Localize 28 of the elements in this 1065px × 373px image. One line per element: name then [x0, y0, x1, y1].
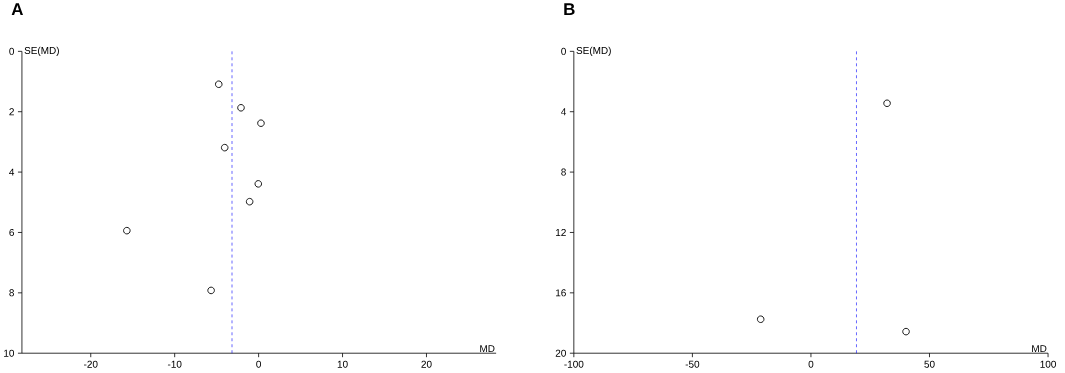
x-tick-label: 0 — [256, 360, 261, 368]
y-tick-label: 10 — [4, 349, 15, 357]
y-axis-title: SE(MD) — [576, 46, 611, 56]
x-tick-label: 20 — [421, 360, 432, 368]
x-tick-label: 50 — [924, 360, 935, 368]
y-tick-label: 4 — [561, 108, 567, 116]
y-tick-label: 6 — [9, 228, 14, 236]
y-axis-title: SE(MD) — [24, 46, 59, 56]
y-tick-label: 8 — [9, 289, 14, 297]
x-tick-label: 0 — [808, 360, 814, 368]
x-tick-label: -10 — [167, 360, 182, 368]
x-axis-title: MD — [1032, 345, 1047, 352]
y-tick-label: 4 — [9, 168, 15, 176]
y-tick-label: 16 — [556, 289, 566, 297]
chart-title: A — [11, 3, 23, 15]
x-tick-label: 10 — [337, 360, 348, 368]
x-tick-label: 100 — [1040, 360, 1056, 368]
y-tick-label: 20 — [555, 349, 566, 357]
x-axis-title: MD — [480, 345, 495, 352]
y-tick-label: 8 — [561, 168, 566, 176]
x-tick-label: -50 — [685, 360, 700, 368]
x-tick-label: -100 — [564, 360, 584, 368]
y-tick-label: 0 — [9, 47, 15, 55]
y-tick-label: 2 — [9, 108, 14, 116]
chart-title: B — [564, 3, 575, 15]
y-tick-label: 0 — [561, 47, 566, 55]
x-tick-label: -20 — [83, 360, 98, 368]
y-tick-label: 12 — [556, 228, 566, 236]
